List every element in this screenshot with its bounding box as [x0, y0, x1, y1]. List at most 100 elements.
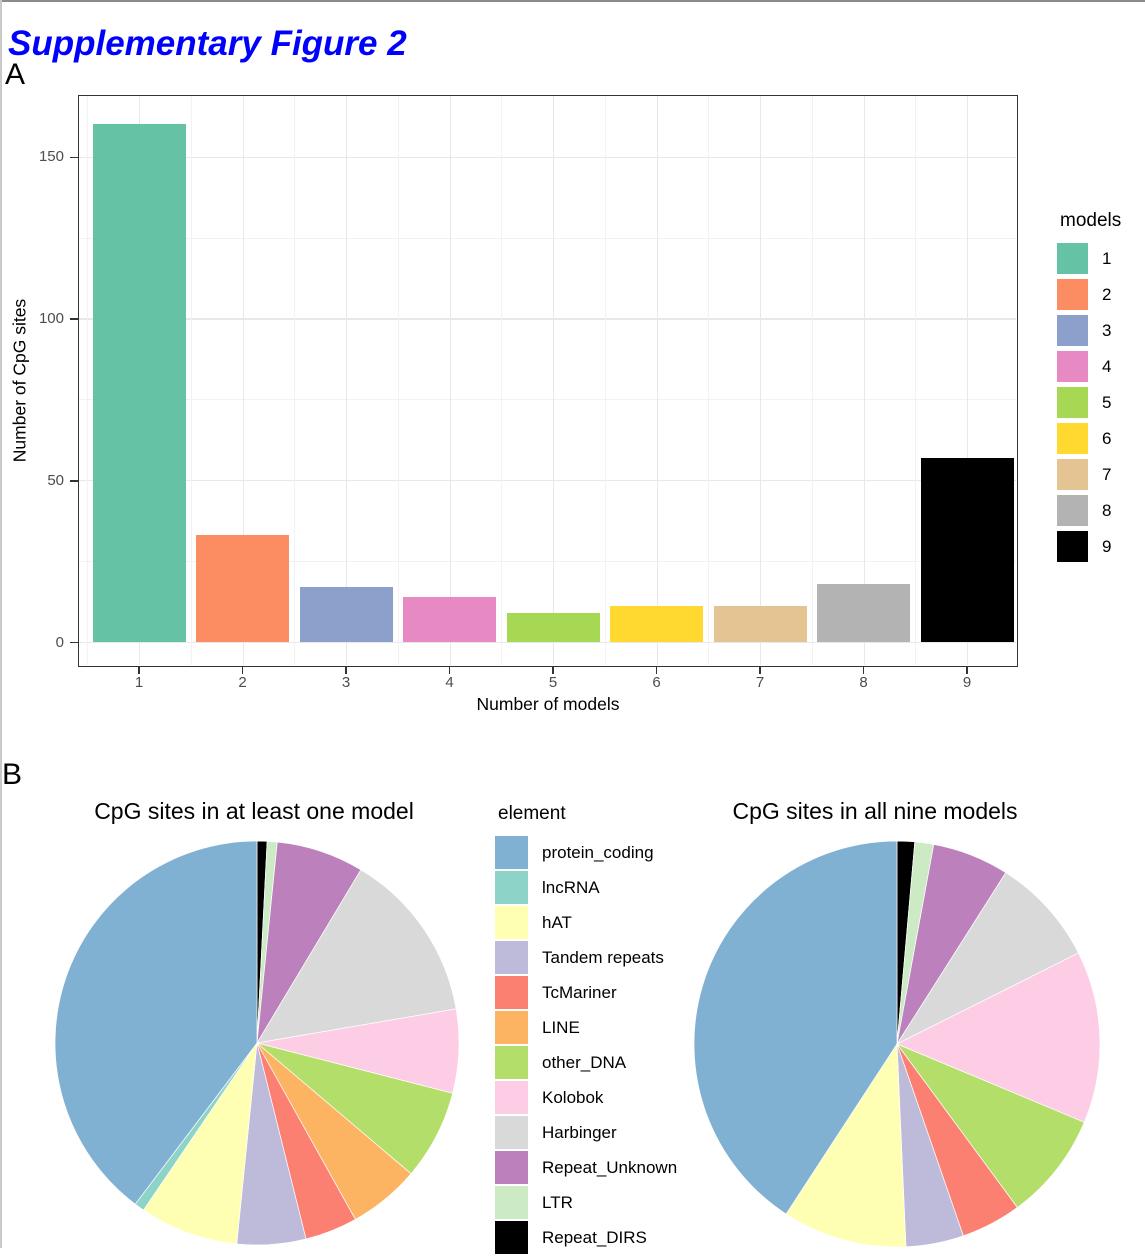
models-legend-title: models [1060, 210, 1122, 231]
element-legend-entry: Tandem repeats [495, 941, 695, 974]
element-legend-label: Repeat_Unknown [542, 1157, 678, 1177]
element-legend-entry: LTR [495, 1186, 695, 1219]
bar-models-6 [610, 606, 703, 642]
pie-slice-other_DNA [895, 1043, 1085, 1208]
x-tick-mark [552, 666, 554, 674]
models-legend-key [1057, 351, 1088, 382]
x-tick-label: 1 [134, 674, 144, 691]
element-legend-entry: Harbinger [495, 1116, 695, 1149]
minor-gridline-y [79, 399, 1016, 401]
pie-slice-Harbinger [896, 872, 1079, 1045]
element-legend-key [495, 1221, 528, 1254]
x-tick-mark [241, 666, 244, 674]
y-tick-mark [70, 641, 79, 644]
element-legend-label: protein_coding [542, 842, 654, 862]
minor-gridline-y [79, 237, 1016, 239]
element-legend-label: other_DNA [542, 1052, 627, 1072]
models-legend-entry: 8 [1057, 495, 1143, 526]
element-legend-key [495, 941, 528, 974]
y-tick-mark [70, 156, 79, 159]
minor-gridline-x [811, 96, 813, 665]
element-legend-label: Tandem repeats [542, 947, 664, 967]
pie-chart-at-least-one-model [54, 840, 460, 1246]
panel-a-label: A [5, 58, 26, 91]
element-legend-entry: Repeat_Unknown [495, 1151, 695, 1184]
major-gridline-x [863, 96, 865, 665]
x-tick-label: 5 [548, 674, 558, 691]
major-gridline-y [79, 480, 1016, 482]
x-tick-mark [966, 666, 968, 674]
pie-slice-hAT [142, 1042, 258, 1245]
bar-chart-plot-panel [78, 95, 1018, 667]
figure-title: Supplementary Figure 2 [8, 24, 407, 64]
major-gridline-x [967, 96, 969, 665]
element-legend: element protein_coding lncRNA hAT Tandem re… [495, 803, 695, 1256]
element-legend-title: element [498, 803, 566, 824]
element-legend-entry: TcMariner [495, 976, 695, 1009]
major-gridline-x [656, 96, 658, 665]
models-legend-entry: 2 [1057, 279, 1143, 310]
element-legend-entry: LINE [495, 1011, 695, 1044]
x-axis-title: Number of models [476, 694, 620, 714]
element-legend-key [495, 836, 528, 869]
y-tick-mark [70, 318, 79, 320]
screen-top-edge [0, 0, 1145, 2]
pie-slice-hAT [785, 1042, 907, 1248]
models-legend-key [1057, 531, 1088, 562]
models-legend-label: 2 [1102, 284, 1112, 304]
x-tick-mark [448, 666, 451, 674]
x-tick-label: 9 [962, 674, 972, 691]
element-legend-entry: Kolobok [495, 1081, 695, 1114]
element-legend-label: Harbinger [542, 1122, 617, 1142]
models-legend-key [1057, 495, 1088, 526]
models-legend-label: 8 [1102, 500, 1112, 520]
element-legend-entry: protein_coding [495, 836, 695, 869]
element-legend-entry: hAT [495, 906, 695, 939]
element-legend-key [495, 1081, 528, 1114]
major-gridline-y [79, 318, 1016, 320]
x-tick-label: 8 [859, 674, 868, 691]
major-gridline-x [760, 96, 762, 665]
x-tick-mark [862, 666, 865, 674]
models-legend-label: 1 [1102, 248, 1112, 268]
minor-gridline-x [397, 96, 399, 665]
pie-slice-Harbinger [256, 869, 457, 1044]
minor-gridline-x [604, 96, 606, 665]
pie-slice-protein_coding [54, 840, 258, 1205]
y-tick-mark [70, 480, 79, 482]
element-legend-key [495, 1046, 528, 1079]
models-legend-key [1057, 243, 1088, 274]
models-legend-entry: 1 [1057, 243, 1143, 274]
bar-models-9 [920, 457, 1014, 642]
minor-gridline-x [915, 96, 917, 665]
models-legend-label: 7 [1102, 464, 1112, 484]
element-legend-key [495, 871, 528, 904]
x-tick-mark [655, 666, 658, 674]
element-legend-key [495, 976, 528, 1009]
y-tick-label: 150 [38, 148, 64, 166]
element-legend-label: lncRNA [542, 877, 600, 897]
panel-b-label: B [2, 758, 23, 791]
models-legend-entry: 3 [1057, 315, 1143, 346]
x-tick-mark [138, 666, 140, 674]
element-legend-label: Kolobok [542, 1087, 604, 1107]
pie-slice-protein_coding [693, 840, 898, 1215]
models-legend-entry: 7 [1057, 459, 1143, 490]
models-legend-entry: 5 [1057, 387, 1143, 418]
models-legend-entry: 9 [1057, 531, 1143, 562]
y-axis-title: Number of CpG sites [9, 298, 30, 463]
element-legend-label: Repeat_DIRS [542, 1227, 647, 1247]
major-gridline-y [79, 156, 1016, 158]
models-legend: models 1 2 3 4 5 6 7 8 9 [1057, 210, 1143, 567]
bar-models-5 [506, 612, 600, 642]
element-legend-label: TcMariner [542, 982, 617, 1002]
bar-models-1 [92, 124, 186, 642]
x-tick-label: 4 [445, 674, 454, 691]
element-legend-entry: other_DNA [495, 1046, 695, 1079]
element-legend-label: hAT [542, 912, 572, 932]
major-gridline-y [79, 642, 1016, 644]
major-gridline-x [449, 96, 451, 665]
models-legend-key [1057, 423, 1088, 454]
models-legend-label: 5 [1102, 392, 1112, 412]
models-legend-key [1057, 279, 1088, 310]
